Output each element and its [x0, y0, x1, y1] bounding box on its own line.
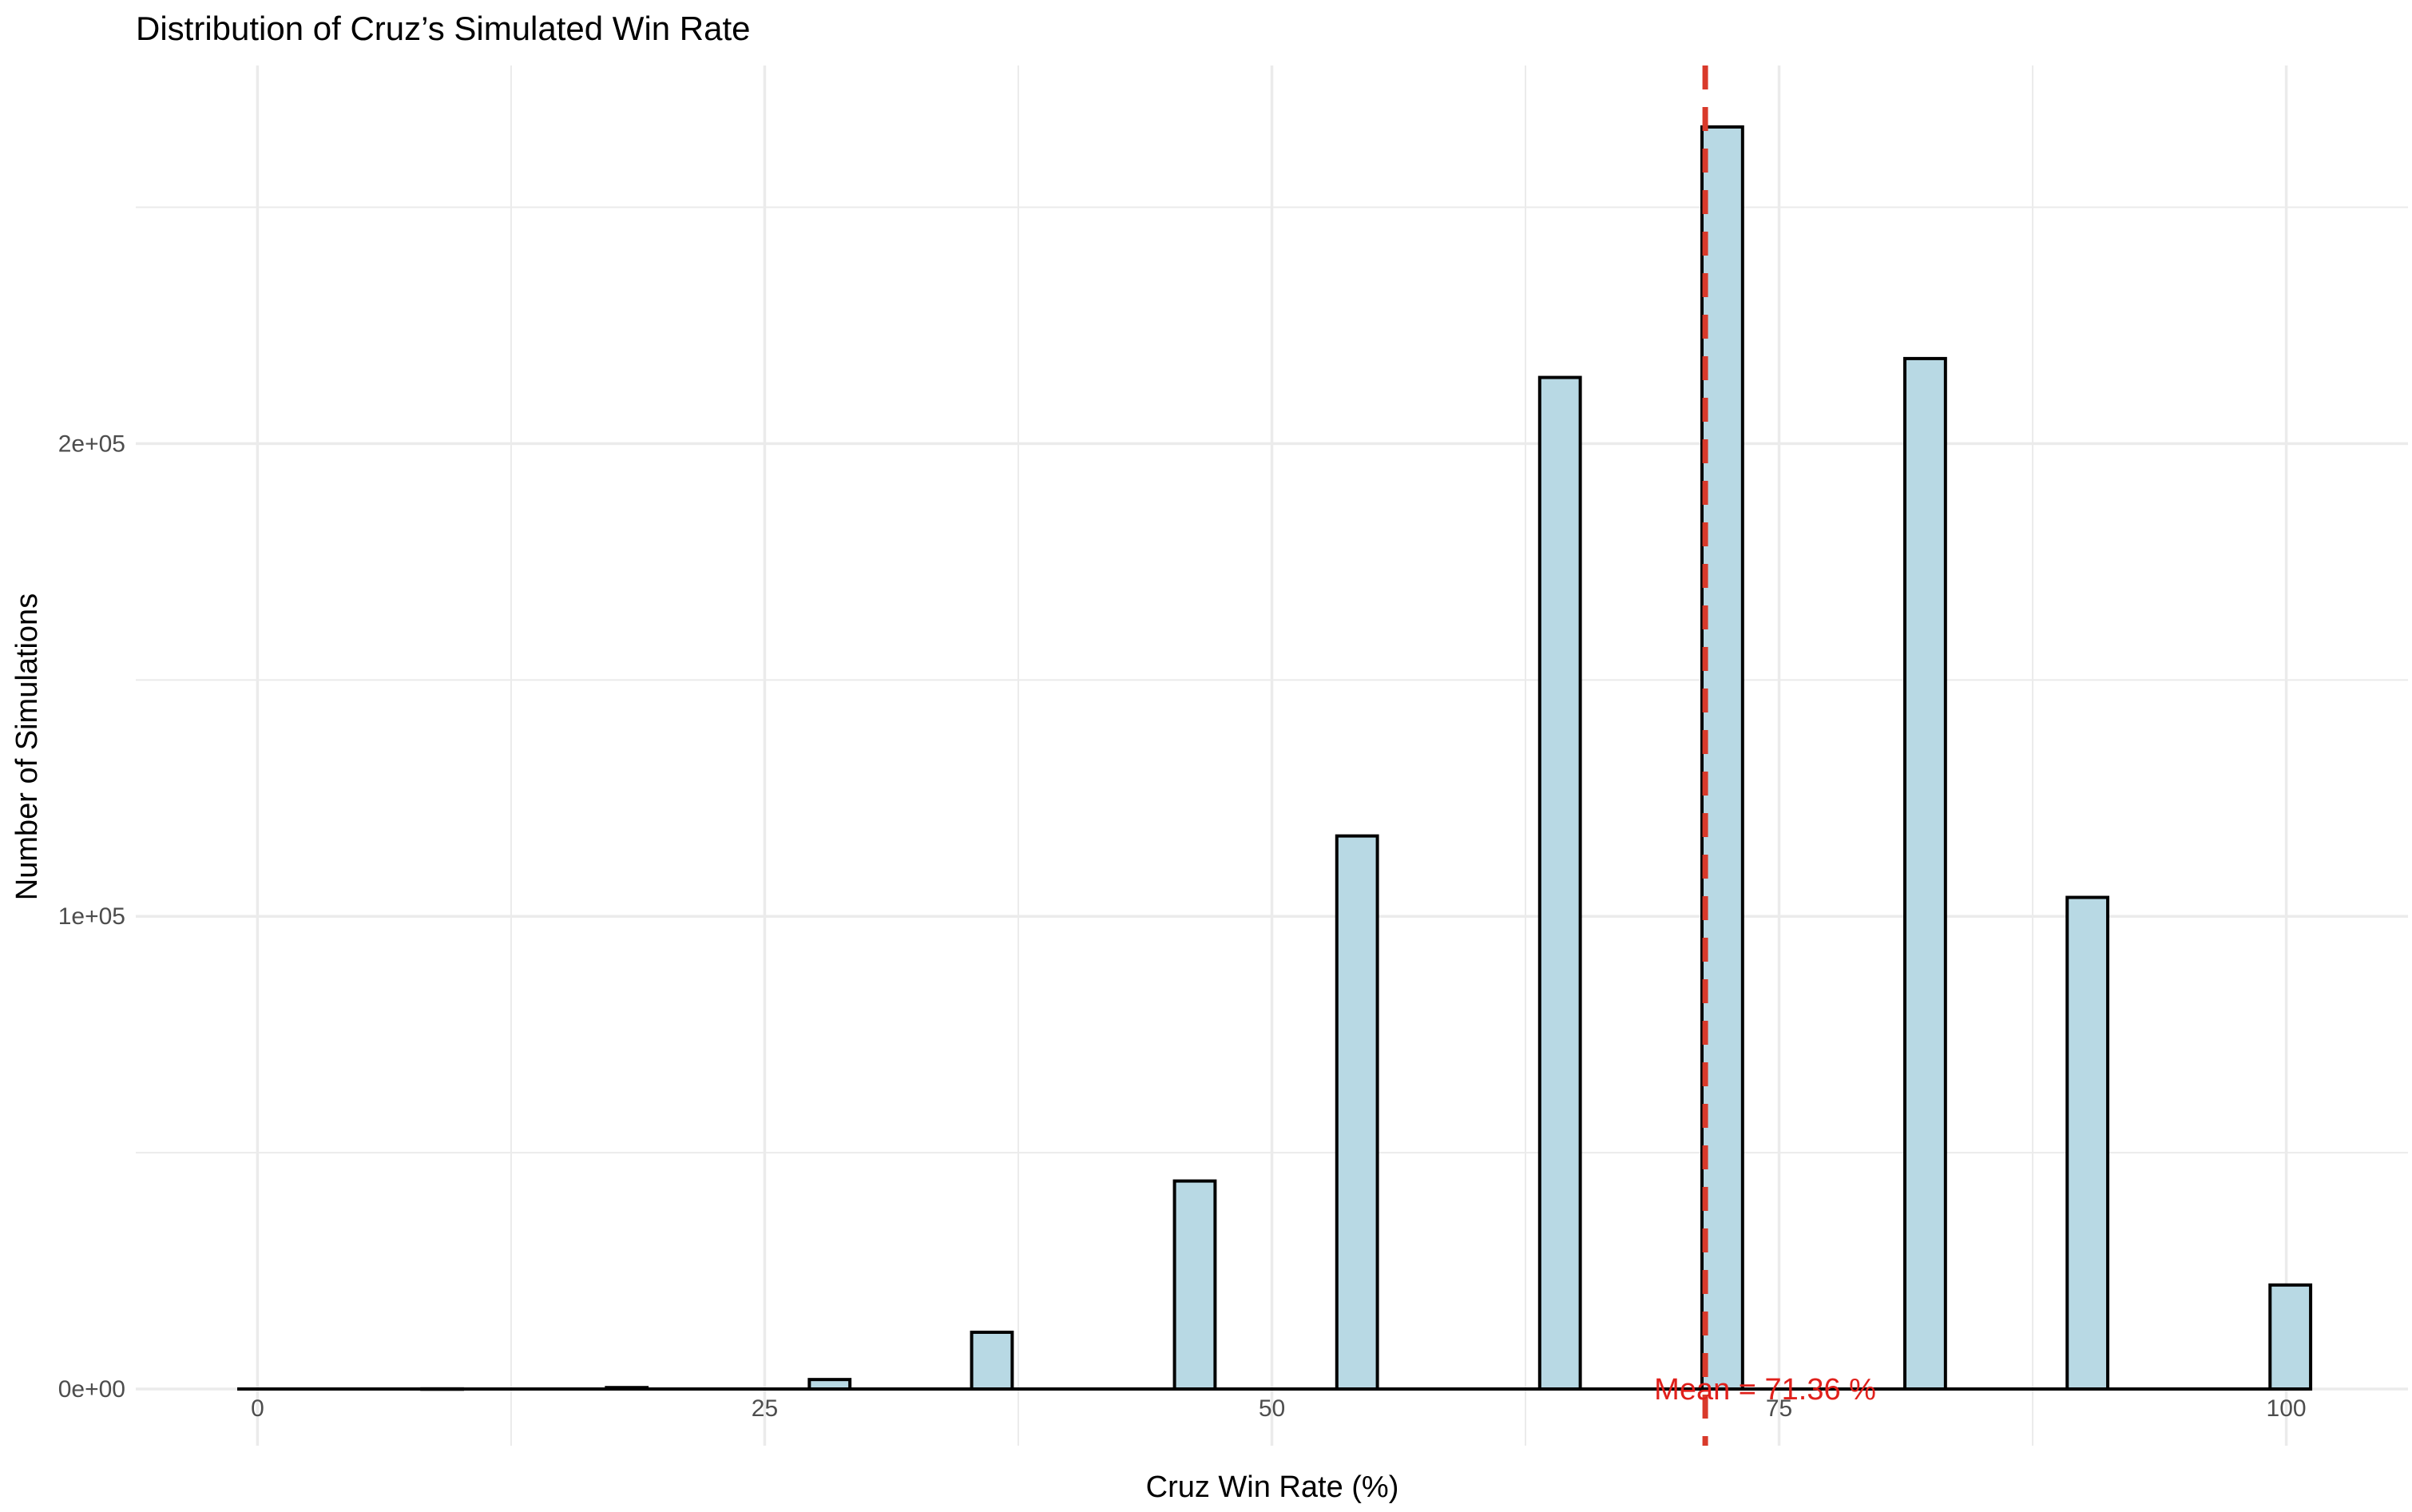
x-tick-label: 75	[1766, 1395, 1792, 1422]
x-tick-label: 25	[752, 1395, 778, 1422]
bars	[237, 125, 2313, 1391]
histogram-bar	[1172, 1179, 1217, 1391]
x-axis-title: Cruz Win Rate (%)	[1146, 1470, 1399, 1504]
x-tick-label: 50	[1259, 1395, 1285, 1422]
histogram-bar	[605, 1386, 649, 1391]
histogram-bar	[970, 1330, 1014, 1391]
chart-title: Distribution of Cruz’s Simulated Win Rat…	[136, 10, 751, 47]
histogram-bar	[1700, 125, 1744, 1391]
y-tick-label: 0e+00	[58, 1376, 125, 1403]
histogram-bar	[2268, 1283, 2313, 1391]
histogram-bar	[420, 1387, 464, 1391]
histogram-bar	[1903, 356, 1947, 1391]
x-tick-label: 0	[251, 1395, 264, 1422]
y-axis-title: Number of Simulations	[10, 593, 44, 900]
tick-labels: 0 25 50 75 100 0e+00 1e+05 2e+05	[58, 431, 2307, 1422]
y-tick-label: 1e+05	[58, 903, 125, 930]
x-tick-label: 100	[2267, 1395, 2307, 1422]
histogram-bar	[1335, 834, 1379, 1391]
histogram-bar	[1537, 375, 1582, 1391]
histogram-bar	[2065, 895, 2110, 1391]
mean-label: Mean = 71.36 %	[1654, 1373, 1876, 1407]
mean-marker: Mean = 71.36 %	[1654, 65, 1876, 1446]
y-tick-label: 2e+05	[58, 431, 125, 457]
histogram-bar	[807, 1378, 852, 1391]
